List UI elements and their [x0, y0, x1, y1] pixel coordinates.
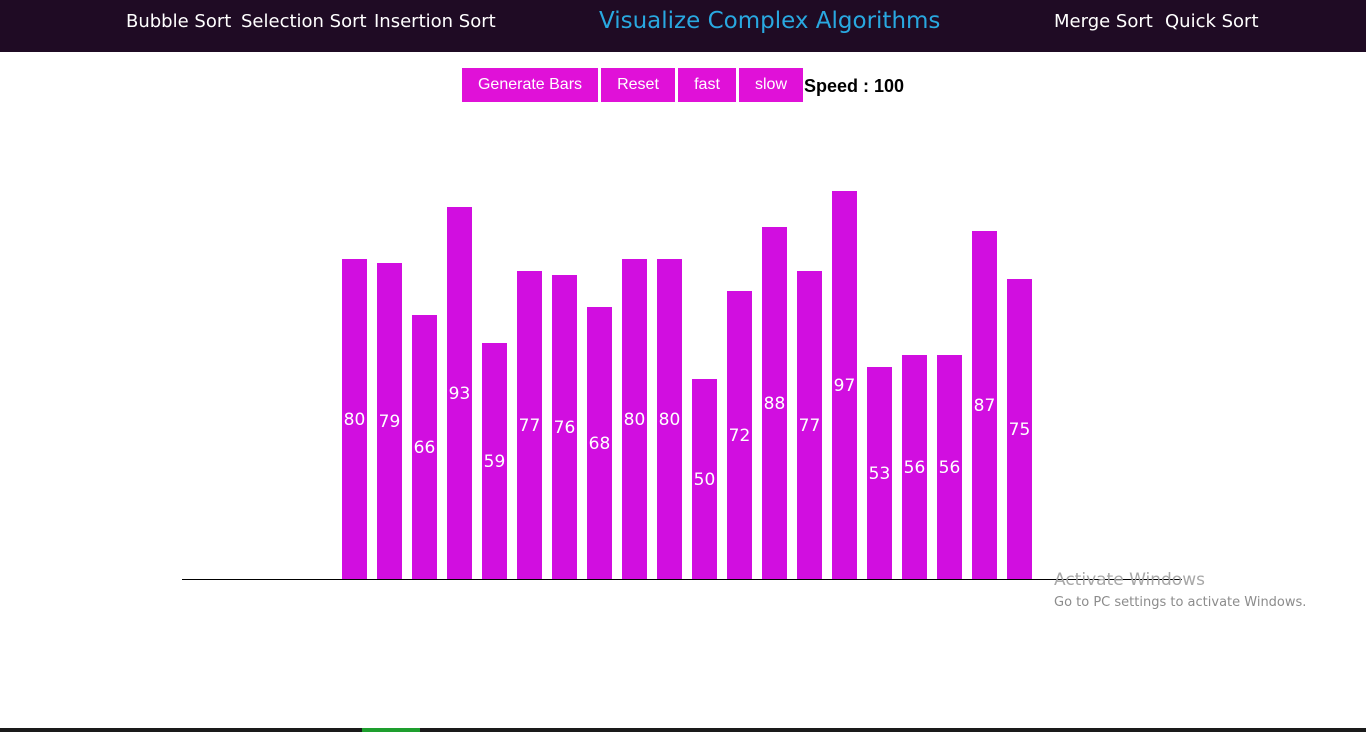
bar-value-label: 76 [554, 418, 576, 438]
bar-value-label: 80 [624, 410, 646, 430]
taskbar-active-item [362, 728, 420, 732]
app-title: Visualize Complex Algorithms [599, 8, 941, 34]
bar-value-label: 59 [484, 452, 506, 472]
bar-value-label: 56 [904, 458, 926, 478]
bar-value-label: 80 [659, 410, 681, 430]
bar [482, 343, 507, 579]
bar-value-label: 50 [694, 470, 716, 490]
bar-value-label: 77 [799, 416, 821, 436]
activate-windows-title: Activate Windows [1054, 570, 1205, 590]
bar [342, 259, 367, 579]
nav-quick-sort[interactable]: Quick Sort [1165, 11, 1259, 32]
bar [1007, 279, 1032, 579]
generate-bars-button[interactable]: Generate Bars [462, 68, 598, 102]
bar [972, 231, 997, 579]
activate-windows-subtitle: Go to PC settings to activate Windows. [1054, 595, 1307, 610]
bar-value-label: 53 [869, 464, 891, 484]
bar-value-label: 93 [449, 384, 471, 404]
bar [517, 271, 542, 579]
bar [937, 355, 962, 579]
bar-value-label: 72 [729, 426, 751, 446]
bar-value-label: 75 [1009, 420, 1031, 440]
taskbar-strip [0, 728, 1366, 732]
reset-button[interactable]: Reset [601, 68, 675, 102]
nav-merge-sort[interactable]: Merge Sort [1054, 11, 1153, 32]
speed-value: 100 [874, 76, 905, 96]
speed-indicator: Speed : 100 [804, 76, 904, 97]
bar [622, 259, 647, 579]
fast-button[interactable]: fast [678, 68, 736, 102]
bar-value-label: 56 [939, 458, 961, 478]
bar-value-label: 77 [519, 416, 541, 436]
slow-button[interactable]: slow [739, 68, 803, 102]
bar-value-label: 66 [414, 438, 436, 458]
bar [657, 259, 682, 579]
bar-value-label: 88 [764, 394, 786, 414]
bar [727, 291, 752, 579]
bar [447, 207, 472, 579]
nav-selection-sort[interactable]: Selection Sort [241, 11, 367, 32]
nav-insertion-sort[interactable]: Insertion Sort [374, 11, 496, 32]
bar [797, 271, 822, 579]
chart-baseline [182, 579, 1182, 580]
bar [692, 379, 717, 579]
bar-value-label: 80 [344, 410, 366, 430]
bar-value-label: 79 [379, 412, 401, 432]
bar-value-label: 87 [974, 396, 996, 416]
bar [902, 355, 927, 579]
bar [377, 263, 402, 579]
bar [412, 315, 437, 579]
bar-value-label: 97 [834, 376, 856, 396]
bar [587, 307, 612, 579]
bar-value-label: 68 [589, 434, 611, 454]
speed-label: Speed : [804, 76, 875, 96]
bar [832, 191, 857, 579]
nav-bubble-sort[interactable]: Bubble Sort [126, 11, 232, 32]
bar [762, 227, 787, 579]
bar [867, 367, 892, 579]
bar [552, 275, 577, 579]
navbar: Bubble Sort Selection Sort Insertion Sor… [0, 0, 1366, 52]
